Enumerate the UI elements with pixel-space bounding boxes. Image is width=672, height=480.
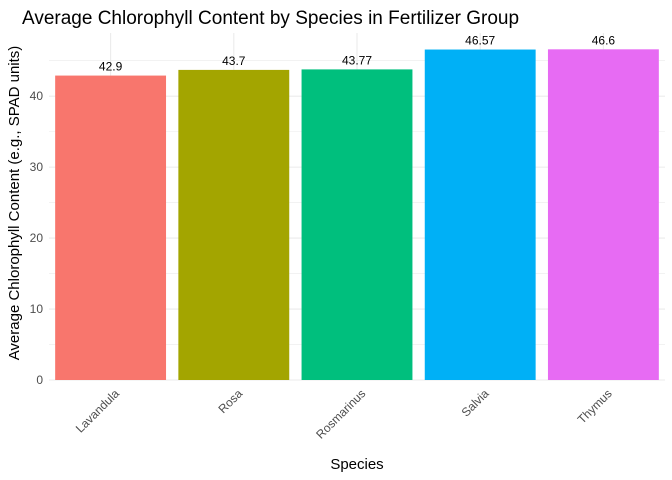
x-tick-label-salvia: Salvia [459, 386, 492, 419]
x-tick-label-rosa: Rosa [215, 386, 245, 416]
data-labels: 42.9 43.7 43.77 46.57 46.6 [99, 33, 615, 73]
bar-rosa [178, 69, 290, 381]
data-label-salvia: 46.57 [465, 34, 495, 48]
x-axis-title: Species [330, 456, 383, 473]
chart-title: Average Chlorophyll Content by Species i… [22, 8, 519, 29]
y-tick-label: 40 [30, 89, 44, 103]
y-tick-label: 30 [30, 160, 44, 174]
data-label-thymus: 46.6 [592, 33, 616, 47]
y-tick-label: 20 [30, 231, 44, 245]
x-tick-label-lavandula: Lavandula [73, 386, 122, 435]
data-label-rosmarinus: 43.77 [342, 53, 372, 67]
data-label-lavandula: 42.9 [99, 60, 123, 74]
x-axis-ticks: Lavandula Rosa Rosmarinus Salvia Thymus [73, 386, 615, 441]
bar-rosmarinus [301, 69, 413, 380]
bar-lavandula [55, 75, 167, 380]
x-tick-label-thymus: Thymus [575, 386, 615, 426]
y-axis-ticks: 0 10 20 30 40 [30, 89, 44, 387]
data-label-rosa: 43.7 [222, 54, 246, 68]
y-tick-label: 0 [36, 373, 43, 387]
bars [55, 49, 659, 381]
bar-salvia [424, 49, 536, 381]
y-axis-title: Average Chlorophyll Content (e.g., SPAD … [6, 46, 23, 361]
bar-thymus [547, 49, 659, 380]
y-tick-label: 10 [30, 302, 44, 316]
x-tick-label-rosmarinus: Rosmarinus [313, 386, 368, 441]
